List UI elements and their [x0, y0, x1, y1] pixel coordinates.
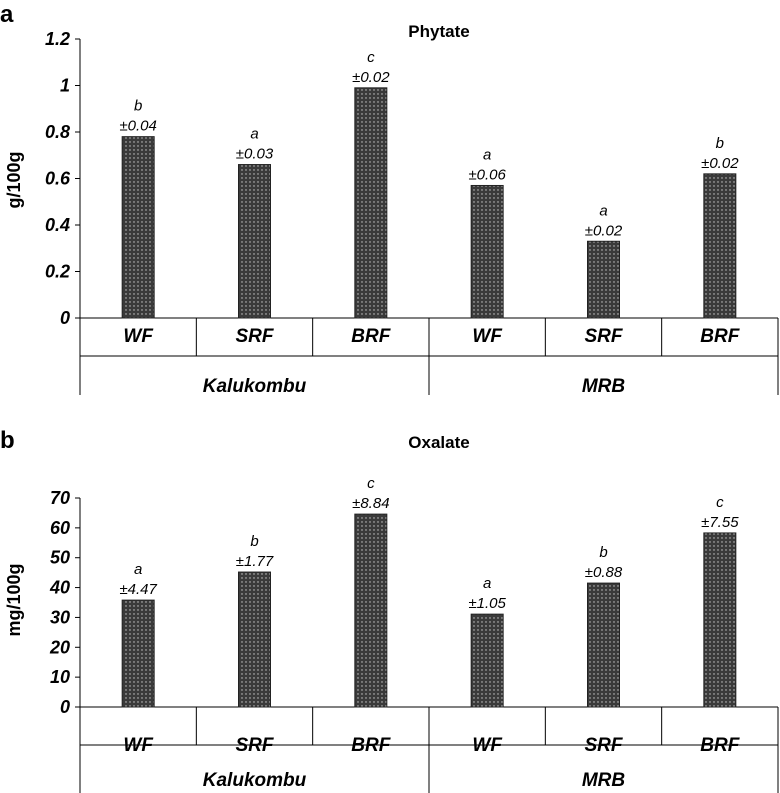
significance-letter: a [599, 202, 607, 219]
y-tick-label: 0 [60, 697, 70, 717]
category-label: SRF [236, 326, 275, 347]
category-label: BRF [700, 326, 740, 347]
bar-wf-0 [121, 599, 155, 708]
error-label: ±0.88 [585, 564, 623, 581]
error-label: ±0.04 [119, 118, 156, 135]
panel-label-b: b [0, 427, 15, 454]
significance-letter: a [134, 561, 142, 578]
error-label: ±0.02 [701, 155, 739, 172]
bar-srf-4 [587, 240, 620, 319]
error-label: ±4.47 [119, 581, 157, 598]
bar-srf-4 [587, 582, 620, 708]
chart-title: Phytate [408, 22, 469, 41]
bar-srf-1 [238, 164, 271, 319]
y-tick-label: 0.6 [45, 169, 71, 189]
category-label: WF [123, 735, 154, 756]
significance-letter: c [367, 475, 375, 492]
error-label: ±8.84 [352, 495, 389, 512]
category-label: SRF [585, 326, 624, 347]
category-label: WF [123, 326, 154, 347]
y-tick-label: 30 [50, 607, 70, 627]
y-tick-label: 10 [50, 667, 70, 687]
y-axis-label: g/100g [4, 151, 24, 208]
category-label: SRF [585, 735, 624, 756]
y-tick-label: 50 [50, 548, 70, 568]
category-label: BRF [351, 735, 391, 756]
category-label: WF [472, 326, 503, 347]
bar-brf-2 [354, 87, 388, 319]
significance-letter: a [250, 126, 258, 143]
error-label: ±0.02 [585, 222, 623, 239]
y-tick-label: 70 [50, 488, 70, 508]
y-tick-label: 0.4 [45, 215, 70, 235]
group-label: MRB [582, 770, 626, 791]
category-label: SRF [236, 735, 275, 756]
significance-letter: a [483, 146, 491, 163]
y-tick-label: 60 [50, 518, 70, 538]
bar-wf-3 [470, 613, 504, 708]
y-tick-label: 0 [60, 308, 70, 328]
bar-wf-3 [470, 184, 504, 319]
category-label: WF [472, 735, 503, 756]
y-tick-label: 20 [49, 637, 70, 657]
bar-brf-2 [354, 513, 388, 708]
error-label: ±0.02 [352, 69, 390, 86]
category-label: BRF [700, 735, 740, 756]
y-tick-label: 40 [49, 578, 70, 598]
error-label: ±1.77 [236, 553, 274, 570]
significance-letter: b [134, 98, 142, 115]
bar-brf-5 [703, 532, 737, 708]
group-label: Kalukombu [203, 770, 307, 791]
group-label: MRB [582, 376, 626, 397]
significance-letter: c [716, 494, 724, 511]
significance-letter: c [367, 49, 375, 66]
bar-wf-0 [121, 136, 155, 319]
error-label: ±0.06 [468, 166, 506, 183]
y-tick-label: 1.2 [45, 29, 70, 49]
category-label: BRF [351, 326, 391, 347]
error-label: ±7.55 [701, 514, 739, 531]
bar-brf-5 [703, 173, 737, 319]
panel-label-a: a [0, 1, 14, 28]
significance-letter: a [483, 575, 491, 592]
y-tick-label: 0.2 [45, 262, 70, 282]
chart-title: Oxalate [408, 433, 469, 452]
y-tick-label: 1 [60, 76, 70, 96]
y-axis-label: mg/100g [4, 563, 24, 636]
significance-letter: b [599, 544, 607, 561]
group-label: Kalukombu [203, 376, 307, 397]
significance-letter: b [716, 135, 724, 152]
error-label: ±1.05 [468, 595, 506, 612]
y-tick-label: 0.8 [45, 122, 70, 142]
significance-letter: b [250, 533, 258, 550]
error-label: ±0.03 [236, 146, 274, 163]
bar-srf-1 [238, 571, 271, 708]
